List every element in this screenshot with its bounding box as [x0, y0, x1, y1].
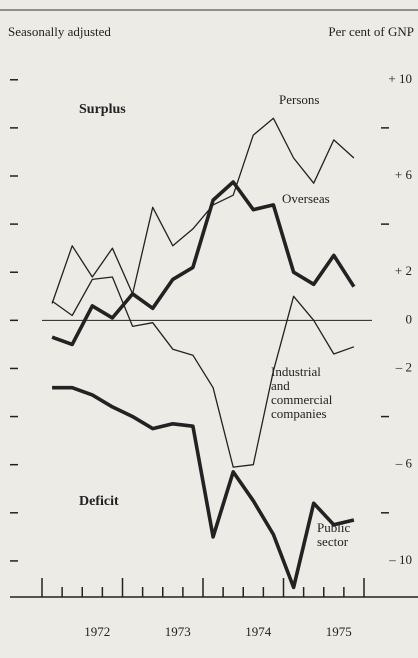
series-line [51, 117, 355, 304]
right-title: Per cent of GNP [328, 24, 414, 39]
series-label: Industrial [271, 364, 321, 379]
left-title: Seasonally adjusted [8, 24, 111, 39]
y-tick-label: + 10 [388, 71, 412, 86]
series-label: Overseas [282, 191, 330, 206]
surplus-label: Surplus [79, 102, 126, 117]
series-label: Public [317, 520, 350, 535]
deficit-label: Deficit [79, 494, 119, 509]
x-tick-label: 1974 [245, 624, 272, 639]
series-label: commercial [271, 392, 333, 407]
x-tick-label: 1973 [165, 624, 191, 639]
y-tick-label: – 6 [395, 456, 413, 471]
y-tick-label: – 10 [388, 552, 412, 567]
series-line [51, 276, 355, 468]
y-tick-label: – 2 [395, 359, 412, 374]
series-line [51, 180, 356, 347]
series-label: sector [317, 534, 349, 549]
series-label: Persons [279, 92, 319, 107]
y-tick-label: + 2 [395, 263, 412, 278]
y-tick-label: + 6 [395, 167, 413, 182]
series-line [52, 385, 355, 590]
series-label: and [271, 378, 290, 393]
x-tick-label: 1975 [326, 624, 352, 639]
x-tick-label: 1972 [84, 624, 110, 639]
y-tick-label: 0 [406, 311, 413, 326]
series-label: companies [271, 406, 327, 421]
